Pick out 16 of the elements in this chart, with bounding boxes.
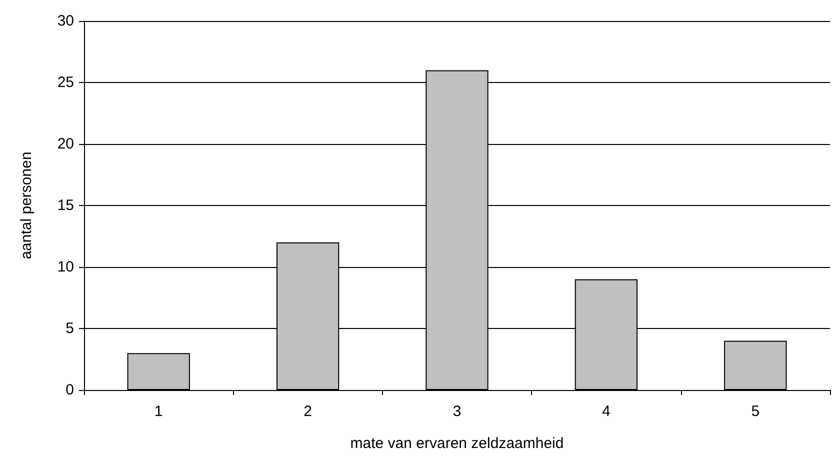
y-tick-label: 25: [57, 74, 74, 91]
y-axis-title: aantal personen: [18, 152, 35, 260]
x-tick-label: 4: [602, 403, 610, 420]
x-tick-label: 2: [304, 403, 312, 420]
y-tick-label: 0: [66, 382, 74, 398]
y-tick-label: 20: [57, 136, 74, 152]
y-tick-label: 30: [57, 12, 74, 30]
y-tick-label: 10: [57, 258, 74, 276]
bar: [724, 340, 787, 390]
x-axis-title: mate van ervaren zeldzaamheid: [350, 435, 564, 452]
x-tick-label: 5: [751, 403, 760, 420]
x-tick-label: 1: [154, 403, 163, 420]
y-tick-label: 15: [57, 197, 74, 214]
y-tick-label: 5: [66, 320, 74, 337]
bar: [127, 353, 190, 390]
x-tick-label: 3: [452, 403, 462, 420]
